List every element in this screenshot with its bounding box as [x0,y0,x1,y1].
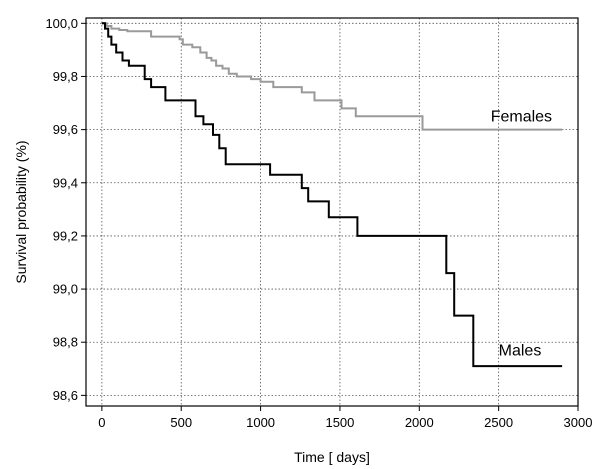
plot-frame [85,17,579,407]
series-names: Females Males [491,109,552,360]
series-label-females: Females [491,109,552,126]
series-line-females [101,22,563,131]
y-tick-label: 99,4 [53,175,78,190]
axes: 0 500 1000 1500 2000 2500 3000 98,6 98,8 99,0 99,2… [45,16,592,430]
series-line-males [101,22,563,368]
series-label-males: Males [499,343,542,360]
y-tick-label: 99,2 [53,228,78,243]
x-tick-label: 1000 [246,415,275,430]
labels: Time [ days] Survival probability (%) [13,140,370,465]
x-tick-label: 2000 [405,415,434,430]
y-tick-label: 98,6 [53,388,78,403]
y-tick-label: 99,0 [53,282,78,297]
y-tick-label: 98,8 [53,335,78,350]
x-tick-label: 0 [98,415,105,430]
x-tick-label: 500 [170,415,192,430]
x-tick-label: 1500 [325,415,354,430]
series-lines [101,22,563,368]
y-tick-label: 99,6 [53,122,78,137]
y-tick-label: 99,8 [53,69,78,84]
x-tick-label: 2500 [484,415,513,430]
x-axis-label: Time [ days] [294,449,370,465]
y-axis-label: Survival probability (%) [13,140,29,283]
y-tick-label: 100,0 [45,16,78,31]
x-tick-label: 3000 [564,415,593,430]
